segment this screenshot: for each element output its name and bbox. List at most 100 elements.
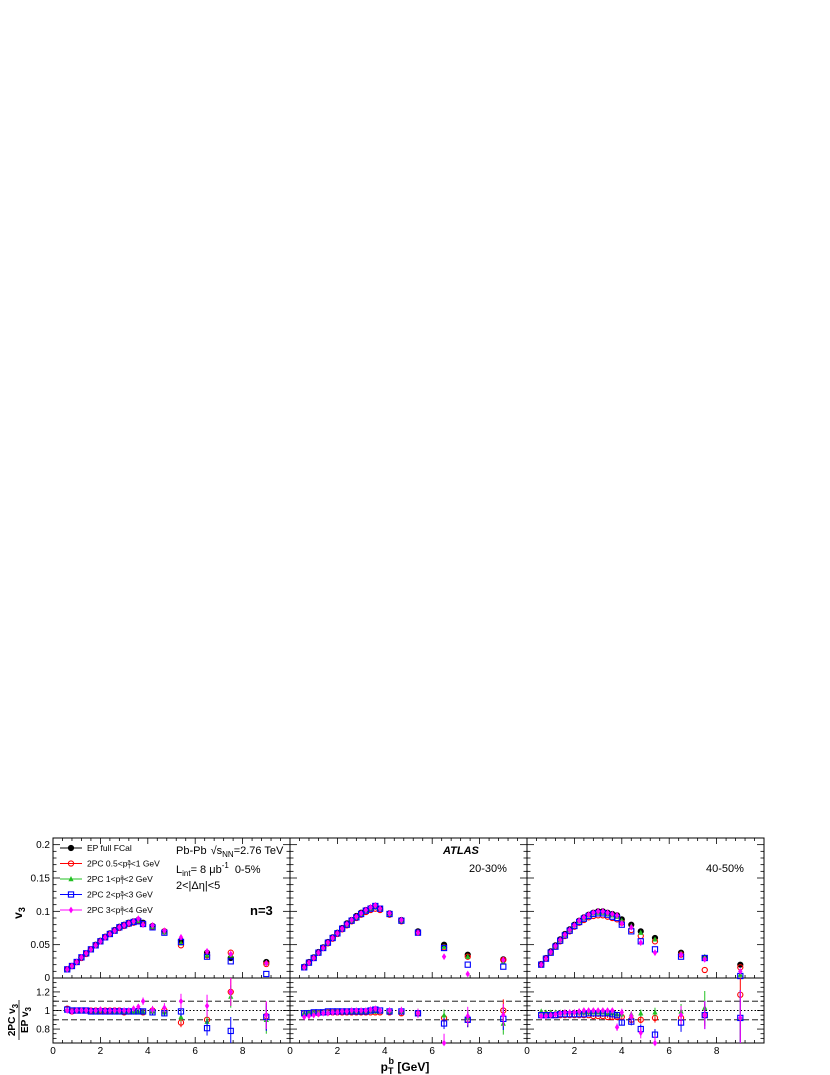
y-tick-label: 0 bbox=[44, 973, 50, 984]
data-point bbox=[399, 916, 404, 924]
eta-gap-label: 2<|Δη|<5 bbox=[176, 880, 220, 892]
data-point bbox=[102, 933, 108, 941]
ratio-point bbox=[377, 1007, 383, 1014]
data-point bbox=[330, 934, 335, 942]
series-ep bbox=[538, 908, 744, 968]
ratio-point bbox=[150, 1006, 155, 1013]
ratio-point bbox=[441, 1012, 447, 1018]
ratio-tick-label: 0.8 bbox=[36, 1025, 50, 1036]
data-point bbox=[702, 955, 707, 963]
ratio-point bbox=[543, 1009, 549, 1015]
data-point bbox=[358, 909, 364, 917]
experiment-label: ATLAS bbox=[442, 845, 480, 857]
x-tick-label: 0 bbox=[287, 1046, 293, 1057]
data-point bbox=[227, 958, 234, 965]
ratio-point bbox=[465, 1012, 470, 1020]
ratio-point bbox=[576, 1008, 582, 1015]
top-frame bbox=[526, 837, 765, 979]
ratio-point bbox=[88, 1007, 94, 1014]
data-point bbox=[557, 936, 563, 944]
data-point bbox=[377, 905, 383, 913]
data-point bbox=[263, 970, 270, 978]
ratio-point bbox=[562, 1008, 568, 1016]
legend-marker bbox=[67, 860, 75, 867]
data-point bbox=[441, 953, 447, 961]
x-tick-label: 4 bbox=[619, 1046, 625, 1057]
ratio-point bbox=[302, 1013, 307, 1021]
data-point bbox=[136, 915, 141, 923]
ratio-point bbox=[107, 1007, 113, 1014]
ratio-point bbox=[567, 1008, 572, 1016]
x-tick-label: 2 bbox=[98, 1046, 104, 1057]
data-point bbox=[553, 942, 558, 950]
data-point bbox=[335, 929, 340, 937]
data-point bbox=[373, 901, 378, 909]
ratio-series-pc1 bbox=[64, 978, 270, 1030]
ratio-point bbox=[139, 1008, 147, 1015]
ratio-point bbox=[605, 1007, 610, 1014]
ratio-point bbox=[306, 1009, 312, 1015]
x-tick-label: 6 bbox=[192, 1046, 198, 1057]
ratio-point bbox=[399, 1007, 404, 1014]
data-point bbox=[316, 949, 321, 957]
lumi-label: Lint= 8 μb-1 0-5% bbox=[176, 861, 261, 878]
ratio-point bbox=[112, 1007, 117, 1014]
ratio-point bbox=[177, 1008, 185, 1015]
data-point bbox=[74, 958, 79, 966]
data-point bbox=[354, 913, 359, 921]
ratio-point bbox=[335, 1008, 340, 1016]
ratio-point bbox=[316, 1010, 321, 1018]
ratio-point bbox=[678, 1011, 684, 1019]
y-tick-label: 0.15 bbox=[31, 874, 51, 885]
ratio-point bbox=[652, 1039, 658, 1047]
ratio-point bbox=[204, 1002, 210, 1010]
data-point bbox=[79, 953, 84, 961]
x-tick-label: 8 bbox=[477, 1046, 483, 1057]
ratio-point bbox=[354, 1007, 359, 1014]
data-point bbox=[204, 952, 210, 958]
data-point bbox=[652, 949, 658, 957]
ratio-series-pc4 bbox=[65, 978, 269, 1030]
ratio-point bbox=[441, 1039, 447, 1047]
legend-entry-pc3: 2PC 2<pTa<3 GeV bbox=[60, 890, 153, 902]
series-pc4 bbox=[65, 915, 269, 973]
centrality-label-panel-3: 40-50% bbox=[706, 863, 744, 875]
data-point bbox=[98, 937, 103, 945]
system-label: Pb-Pb √sNN=2.76 TeV bbox=[176, 845, 284, 859]
data-point bbox=[178, 933, 184, 941]
ratio-point bbox=[264, 1011, 269, 1019]
ratio-point bbox=[69, 1008, 75, 1015]
data-point bbox=[595, 907, 601, 915]
ratio-point bbox=[83, 1007, 89, 1014]
ratio-point bbox=[363, 1007, 369, 1014]
x-tick-label: 6 bbox=[429, 1046, 435, 1057]
data-point bbox=[586, 911, 591, 919]
data-point bbox=[228, 950, 233, 958]
ratio-tick-label: 1 bbox=[44, 1006, 50, 1017]
ratio-point bbox=[619, 1008, 624, 1016]
ratio-point bbox=[320, 1009, 326, 1017]
data-point bbox=[619, 919, 624, 927]
ratio-point bbox=[117, 1007, 122, 1014]
data-point bbox=[572, 921, 577, 929]
data-point bbox=[548, 948, 553, 956]
x-axis-label: pTb [GeV] bbox=[381, 1056, 430, 1075]
data-point bbox=[264, 959, 269, 967]
data-point bbox=[65, 965, 70, 973]
ratio-point bbox=[600, 1007, 606, 1014]
ratio-point bbox=[557, 1009, 563, 1017]
legend-entry-ep: EP full FCal bbox=[60, 843, 132, 853]
ratio-point bbox=[415, 1009, 421, 1017]
legend-marker bbox=[68, 906, 74, 914]
legend-label: EP full FCal bbox=[87, 843, 132, 853]
ratio-point bbox=[638, 1029, 643, 1037]
data-point bbox=[614, 911, 620, 919]
data-point bbox=[306, 959, 312, 967]
data-point bbox=[576, 917, 582, 925]
ratio-point bbox=[344, 1008, 350, 1015]
centrality-label-panel-2: 20-30% bbox=[469, 863, 507, 875]
ratio-point bbox=[572, 1008, 577, 1016]
x-tick-label: 0 bbox=[524, 1046, 530, 1057]
legend-entry-pc1: 2PC 0.5<pTa<1 GeV bbox=[60, 859, 160, 871]
data-point bbox=[600, 907, 606, 915]
